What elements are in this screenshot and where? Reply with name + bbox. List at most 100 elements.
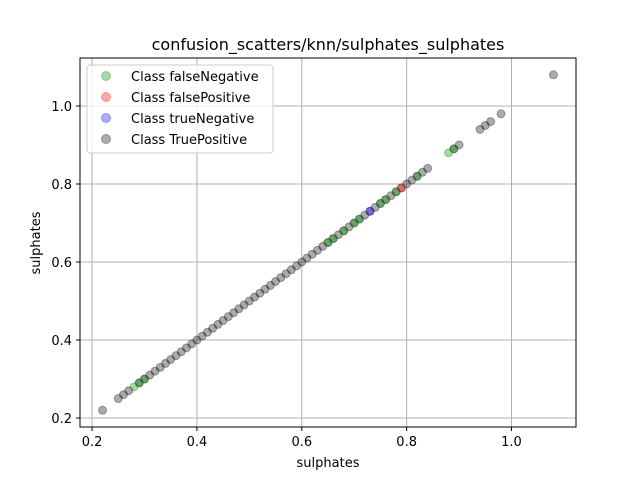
data-point bbox=[134, 378, 144, 388]
data-point bbox=[396, 183, 406, 193]
data-point bbox=[213, 319, 223, 329]
data-point bbox=[454, 140, 464, 150]
data-point bbox=[244, 296, 254, 306]
data-point bbox=[496, 109, 506, 119]
data-point bbox=[349, 218, 359, 228]
data-point bbox=[98, 405, 108, 415]
data-point bbox=[292, 261, 302, 271]
data-point bbox=[119, 390, 129, 400]
series-2 bbox=[365, 206, 375, 216]
data-point bbox=[417, 167, 427, 177]
data-point bbox=[412, 171, 422, 181]
data-point bbox=[208, 323, 218, 333]
data-point bbox=[223, 312, 233, 322]
data-point bbox=[375, 198, 385, 208]
data-point bbox=[449, 144, 459, 154]
data-point bbox=[171, 351, 181, 361]
data-point bbox=[407, 175, 417, 185]
x-tick-label: 1.0 bbox=[501, 435, 522, 450]
data-point bbox=[381, 195, 391, 205]
data-point bbox=[234, 304, 244, 314]
data-points bbox=[98, 70, 558, 415]
data-point bbox=[480, 120, 490, 130]
data-point bbox=[218, 316, 228, 326]
data-point bbox=[129, 382, 139, 392]
data-point bbox=[155, 362, 165, 372]
data-point bbox=[381, 195, 391, 205]
data-point bbox=[402, 179, 412, 189]
data-point bbox=[391, 187, 401, 197]
data-point bbox=[297, 257, 307, 267]
data-point bbox=[134, 378, 144, 388]
data-point bbox=[166, 355, 176, 365]
data-point bbox=[354, 214, 364, 224]
y-tick-label: 0.2 bbox=[51, 412, 72, 427]
data-point bbox=[318, 241, 328, 251]
data-point bbox=[176, 347, 186, 357]
data-point bbox=[271, 277, 281, 287]
data-point bbox=[486, 117, 496, 127]
x-tick-label: 0.2 bbox=[82, 435, 103, 450]
data-point bbox=[139, 374, 149, 384]
data-point bbox=[365, 206, 375, 216]
data-point bbox=[375, 198, 385, 208]
data-point bbox=[255, 288, 265, 298]
x-tick-label: 0.6 bbox=[291, 435, 312, 450]
series-1 bbox=[396, 183, 406, 193]
data-point bbox=[145, 370, 155, 380]
y-tick-label: 1.0 bbox=[51, 100, 72, 115]
data-point bbox=[197, 331, 207, 341]
legend-label: Class TruePositive bbox=[131, 133, 247, 148]
data-point bbox=[365, 206, 375, 216]
data-point bbox=[323, 238, 333, 247]
data-point bbox=[323, 238, 333, 247]
series-3 bbox=[98, 70, 558, 415]
data-point bbox=[260, 284, 270, 294]
data-point bbox=[333, 230, 343, 240]
data-point bbox=[113, 394, 123, 404]
legend-box bbox=[86, 64, 274, 154]
axis-ticks: 0.2 0.4 0.6 0.8 1.0 0.2 0.4 0.6 0.8 1.0 bbox=[51, 100, 522, 450]
legend-marker bbox=[101, 134, 111, 144]
x-tick-label: 0.4 bbox=[187, 435, 208, 450]
y-tick-label: 0.4 bbox=[51, 334, 72, 349]
data-point bbox=[360, 210, 370, 220]
data-point bbox=[344, 222, 354, 232]
chart-title: confusion_scatters/knn/sulphates_sulphat… bbox=[152, 35, 505, 55]
data-point bbox=[187, 339, 197, 349]
legend-marker bbox=[101, 71, 111, 81]
y-axis-label: sulphates bbox=[29, 211, 44, 274]
data-point bbox=[386, 191, 396, 201]
data-point bbox=[150, 366, 160, 376]
series-0 bbox=[129, 144, 459, 392]
legend-label: Class trueNegative bbox=[131, 112, 254, 127]
legend: Class falseNegative Class falsePositive Cl… bbox=[86, 64, 274, 154]
data-point bbox=[239, 300, 249, 310]
data-point bbox=[265, 280, 275, 290]
y-tick-label: 0.6 bbox=[51, 256, 72, 271]
data-point bbox=[160, 358, 170, 368]
data-point bbox=[339, 226, 349, 236]
y-tick-label: 0.8 bbox=[51, 178, 72, 193]
data-point bbox=[328, 234, 338, 244]
data-point bbox=[181, 343, 191, 353]
data-point bbox=[548, 70, 558, 80]
data-point bbox=[276, 273, 286, 283]
data-point bbox=[286, 265, 296, 275]
data-point bbox=[370, 202, 380, 212]
data-point bbox=[349, 218, 359, 228]
data-point bbox=[423, 163, 433, 173]
x-tick-label: 0.8 bbox=[396, 435, 417, 450]
data-point bbox=[412, 171, 422, 181]
data-point bbox=[307, 249, 317, 259]
legend-marker bbox=[101, 113, 111, 123]
data-point bbox=[396, 183, 406, 193]
data-point bbox=[302, 253, 312, 263]
legend-label: Class falseNegative bbox=[131, 70, 259, 85]
data-point bbox=[192, 335, 202, 345]
data-point bbox=[328, 234, 338, 244]
grid bbox=[80, 58, 576, 427]
legend-label: Class falsePositive bbox=[131, 91, 250, 106]
